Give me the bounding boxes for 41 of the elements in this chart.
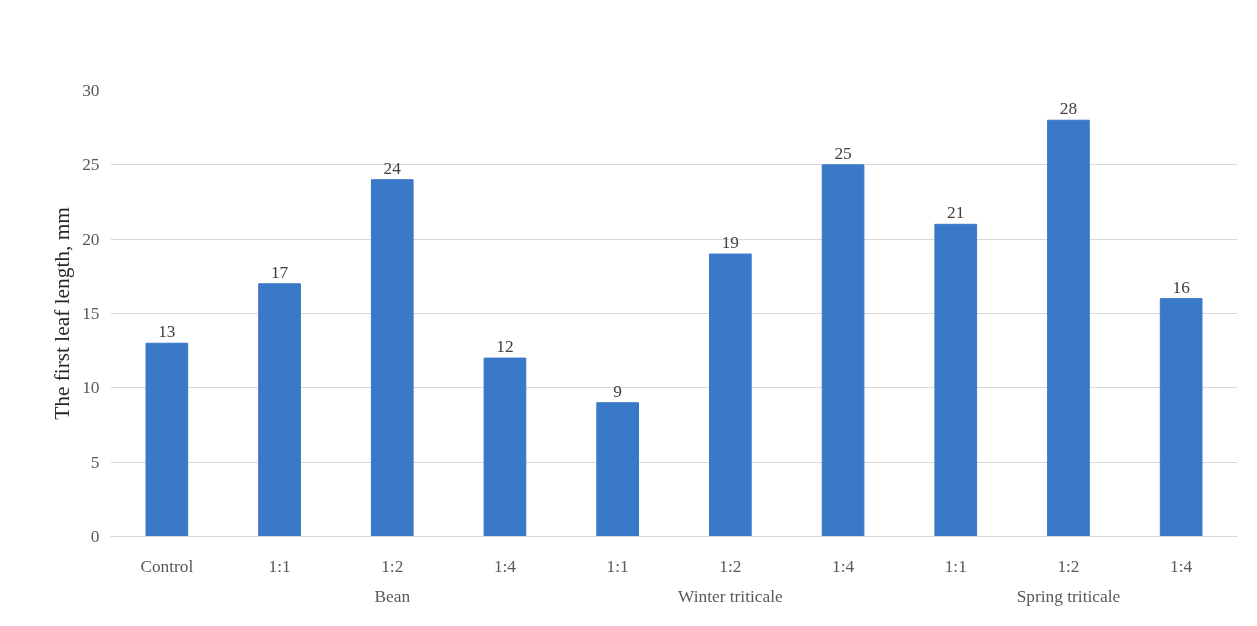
y-tick-label: 5 (90, 452, 100, 472)
text: Spring triticale (1016, 586, 1121, 606)
bar (258, 283, 301, 537)
x-tick-label: 1:1 (268, 556, 291, 576)
bar (1159, 298, 1203, 537)
x-tick-label: 1:4 (831, 556, 855, 576)
data-label: 17 (270, 262, 289, 282)
x-tick-label: 1:2 (1057, 556, 1080, 576)
y-tick-label: 0 (90, 527, 100, 546)
bar (483, 357, 527, 537)
x-tick-label: 1:1 (606, 556, 629, 576)
data-label: 9 (613, 381, 622, 401)
bar (370, 179, 414, 537)
y-tick-label: 25 (82, 155, 100, 175)
data-label: 25 (834, 143, 852, 163)
bar (145, 342, 189, 537)
y-tick-label: 20 (82, 229, 100, 249)
bar (1047, 119, 1090, 537)
bar (709, 253, 752, 537)
x-tick-label: Control (140, 556, 194, 576)
data-label: 13 (158, 322, 176, 342)
bar (596, 402, 639, 537)
y-tick-label: 30 (82, 81, 100, 100)
x-tick-label: 1:2 (381, 556, 404, 576)
x-tick-label: 1:4 (493, 556, 517, 576)
y-axis-title: The first leaf length, mm (50, 206, 75, 420)
y-tick-label: 15 (82, 304, 100, 323)
bar (821, 164, 865, 537)
data-label: 12 (496, 337, 514, 357)
text: Winter triticale (678, 586, 783, 606)
text: Bean (374, 586, 411, 606)
x-tick-label: 1:4 (1170, 556, 1193, 576)
x-tick-label: 1:2 (719, 556, 742, 576)
x-tick-label: 1:1 (944, 556, 967, 576)
data-label: 16 (1172, 277, 1191, 297)
data-label: 24 (383, 158, 402, 178)
data-label: 28 (1059, 99, 1078, 119)
y-tick-label: 10 (82, 378, 100, 398)
data-label: 21 (947, 203, 965, 223)
data-label: 19 (721, 233, 740, 253)
bar (934, 223, 978, 537)
